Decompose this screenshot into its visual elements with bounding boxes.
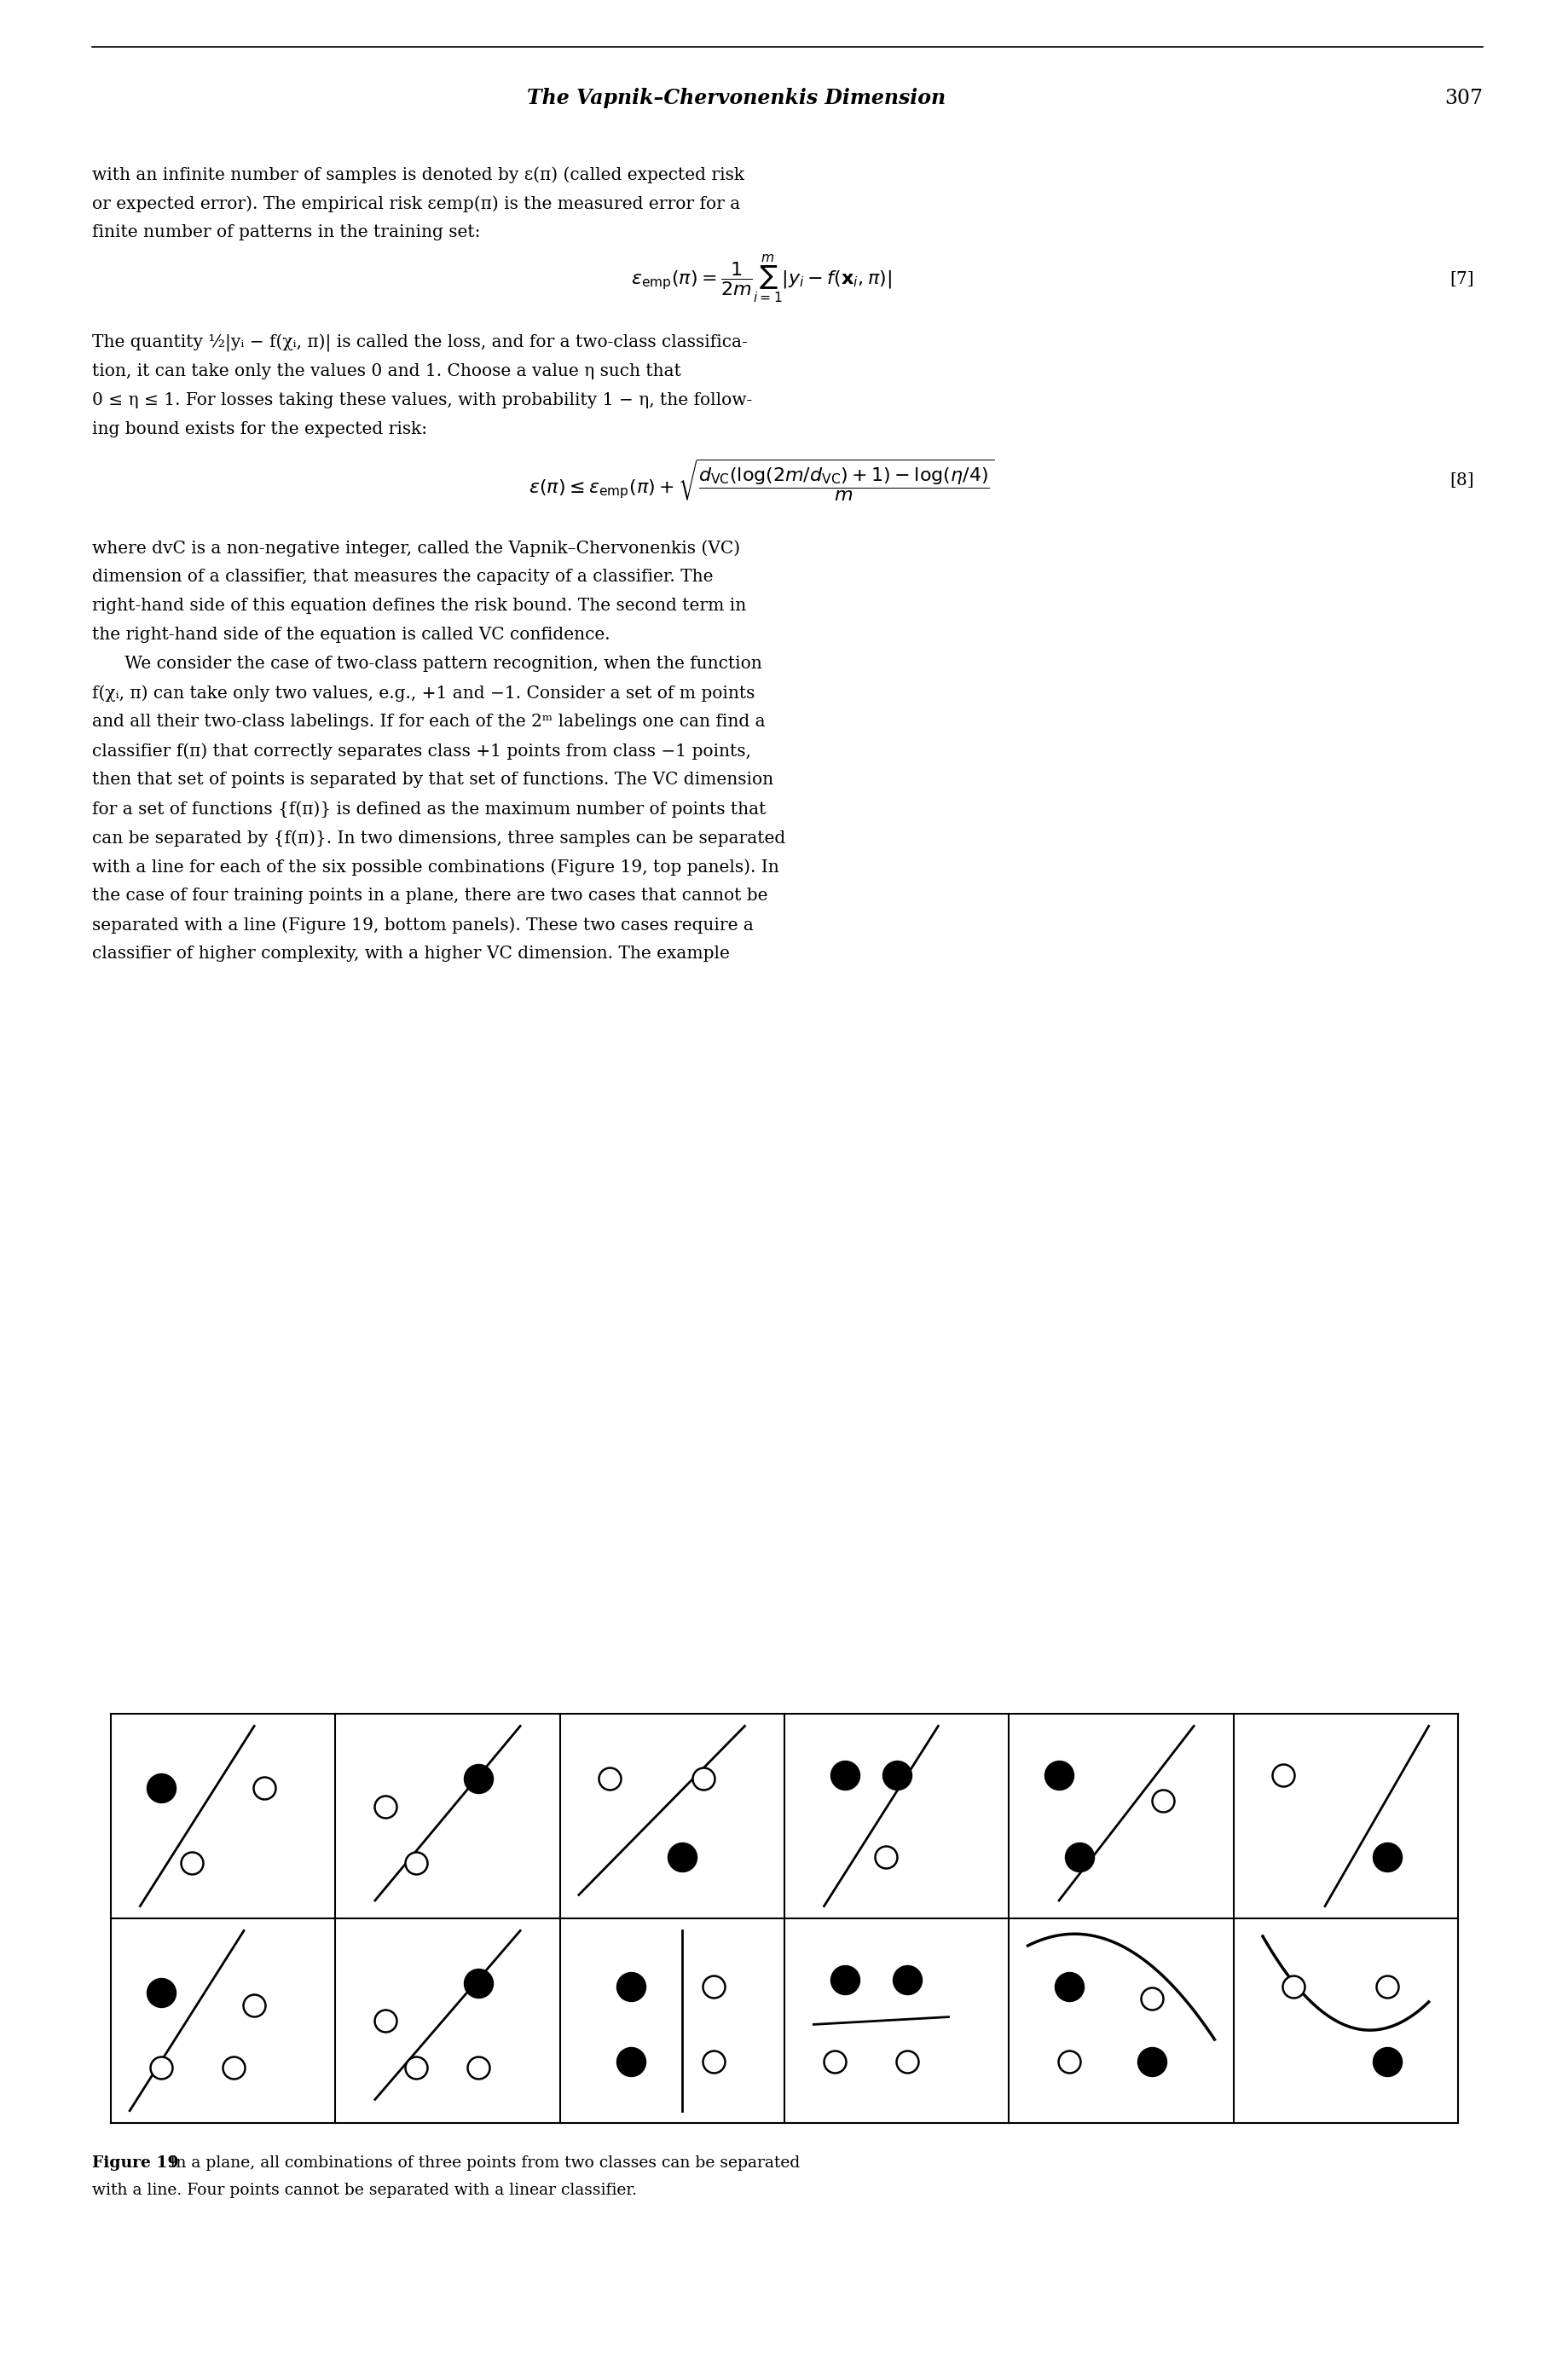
Text: then that set of points is separated by that set of functions. The VC dimension: then that set of points is separated by … [93, 771, 773, 788]
Point [873, 1838, 898, 1876]
Text: tion, it can take only the values 0 and 1. Choose a value η such that: tion, it can take only the values 0 and … [93, 364, 681, 379]
Text: with a line. Four points cannot be separated with a linear classifier.: with a line. Four points cannot be separ… [93, 2184, 637, 2198]
Point [833, 1961, 858, 1999]
Text: 0 ≤ η ≤ 1. For losses taking these values, with probability 1 − η, the follow-: 0 ≤ η ≤ 1. For losses taking these value… [93, 393, 753, 409]
Point [149, 1973, 174, 2011]
Text: classifier of higher complexity, with a higher VC dimension. The example: classifier of higher complexity, with a … [93, 946, 729, 961]
Point [1068, 1838, 1093, 1876]
Point [833, 1756, 858, 1793]
Point [894, 1961, 919, 1999]
Text: We consider the case of two-class pattern recognition, when the function: We consider the case of two-class patter… [93, 655, 762, 672]
Point [597, 1760, 622, 1798]
Text: The quantity ½|yᵢ − f(χᵢ, π)| is called the loss, and for a two-class classifica: The quantity ½|yᵢ − f(χᵢ, π)| is called … [93, 334, 748, 353]
Point [1057, 2042, 1082, 2080]
Text: with a line for each of the six possible combinations (Figure 19, top panels). I: with a line for each of the six possible… [93, 859, 779, 875]
Point [405, 1843, 430, 1881]
Text: classifier f(π) that correctly separates class +1 points from class −1 points,: classifier f(π) that correctly separates… [93, 743, 751, 759]
Text: can be separated by {f(π)}. In two dimensions, three samples can be separated: can be separated by {f(π)}. In two dimen… [93, 830, 786, 847]
Point [701, 1969, 726, 2006]
Text: The Vapnik–Chervonenkis Dimension: The Vapnik–Chervonenkis Dimension [527, 88, 946, 109]
Point [1375, 1838, 1400, 1876]
Point [1057, 1969, 1082, 2006]
Text: f(χᵢ, π) can take only two values, e.g., +1 and −1. Consider a set of m points: f(χᵢ, π) can take only two values, e.g.,… [93, 684, 754, 700]
Point [691, 1760, 717, 1798]
Text: Figure 19: Figure 19 [93, 2155, 179, 2170]
Text: finite number of patterns in the training set:: finite number of patterns in the trainin… [93, 225, 480, 241]
Text: [7]: [7] [1450, 270, 1474, 286]
Text: for a set of functions {f(π)} is defined as the maximum number of points that: for a set of functions {f(π)} is defined… [93, 800, 767, 816]
Point [894, 2042, 919, 2080]
Point [822, 2042, 847, 2080]
Point [1151, 1782, 1176, 1819]
Text: or expected error). The empirical risk εemp(π) is the measured error for a: or expected error). The empirical risk ε… [93, 196, 740, 213]
Text: and all their two-class labelings. If for each of the 2ᵐ labelings one can find : and all their two-class labelings. If fo… [93, 715, 765, 729]
Point [670, 1838, 695, 1876]
Point [241, 1987, 267, 2025]
Text: with an infinite number of samples is denoted by ε(π) (called expected risk: with an infinite number of samples is de… [93, 166, 745, 182]
Point [466, 1760, 491, 1798]
Text: $\varepsilon(\pi) \leq \varepsilon_{\rm emp}(\pi) + \sqrt{\dfrac{d_{\rm VC}(\log: $\varepsilon(\pi) \leq \varepsilon_{\rm … [528, 457, 994, 502]
Text: [8]: [8] [1450, 471, 1474, 487]
Point [252, 1770, 278, 1808]
Text: separated with a line (Figure 19, bottom panels). These two cases require a: separated with a line (Figure 19, bottom… [93, 916, 754, 932]
Point [1140, 1980, 1165, 2018]
Point [373, 2002, 398, 2039]
Point [405, 2049, 430, 2087]
Point [618, 2042, 643, 2080]
Point [1272, 1756, 1297, 1793]
Point [884, 1756, 909, 1793]
Text: 307: 307 [1444, 88, 1483, 109]
Point [1375, 1969, 1400, 2006]
Text: $\varepsilon_{\rm emp}(\pi) = \dfrac{1}{2m}\sum_{i=1}^{m}|y_i - f(\mathbf{x}_i, : $\varepsilon_{\rm emp}(\pi) = \dfrac{1}{… [632, 253, 892, 305]
Point [618, 1969, 643, 2006]
Point [466, 2049, 491, 2087]
Text: In a plane, all combinations of three points from two classes can be separated: In a plane, all combinations of three po… [165, 2155, 800, 2170]
Text: dimension of a classifier, that measures the capacity of a classifier. The: dimension of a classifier, that measures… [93, 568, 713, 584]
Point [179, 1843, 204, 1881]
Point [149, 2049, 174, 2087]
Point [1140, 2042, 1165, 2080]
Point [466, 1964, 491, 2002]
Point [1046, 1756, 1071, 1793]
Point [221, 2049, 246, 2087]
Point [701, 2042, 726, 2080]
Text: where dᴠC is a non-negative integer, called the Vapnik–Chervonenkis (VC): where dᴠC is a non-negative integer, cal… [93, 539, 740, 556]
Point [1281, 1969, 1306, 2006]
Text: ing bound exists for the expected risk:: ing bound exists for the expected risk: [93, 421, 426, 438]
Point [373, 1789, 398, 1827]
Text: right-hand side of this equation defines the risk bound. The second term in: right-hand side of this equation defines… [93, 599, 746, 613]
Point [1375, 2042, 1400, 2080]
Text: the right-hand side of the equation is called VC confidence.: the right-hand side of the equation is c… [93, 627, 610, 644]
Text: the case of four training points in a plane, there are two cases that cannot be: the case of four training points in a pl… [93, 887, 768, 904]
Point [149, 1770, 174, 1808]
